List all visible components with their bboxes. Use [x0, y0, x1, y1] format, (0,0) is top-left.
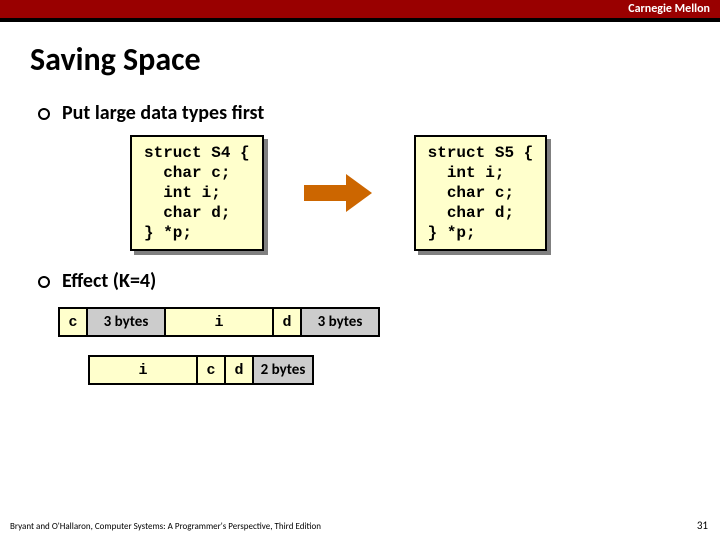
layout-cell-i: i	[164, 307, 274, 337]
code-box-right: struct S5 { int i; char c; char d; } *p;	[414, 135, 548, 251]
slide-title: Saving Space	[30, 40, 720, 79]
bullet-marker-icon	[38, 108, 50, 120]
layout-cell-d: d	[272, 307, 302, 337]
header-bar: Carnegie Mellon	[0, 0, 720, 26]
layout-cell-3-bytes: 3 bytes	[86, 307, 166, 337]
bullet-1: Put large data types first	[38, 101, 720, 125]
layout-cell-c: c	[196, 355, 226, 385]
layout-cell-3-bytes: 3 bytes	[300, 307, 380, 337]
layout-cell-i: i	[88, 355, 198, 385]
code-box-left-wrap: struct S4 { char c; int i; char d; } *p;	[130, 135, 264, 251]
code-box-right-wrap: struct S5 { int i; char c; char d; } *p;	[414, 135, 548, 251]
layout-cell-2-bytes: 2 bytes	[252, 355, 314, 385]
header-red-band	[0, 0, 720, 18]
layout-cell-d: d	[224, 355, 254, 385]
arrow-icon	[304, 174, 374, 212]
page-number: 31	[697, 519, 708, 532]
bullet-2-text: Effect (K=4)	[62, 269, 156, 293]
header-black-band	[0, 18, 720, 22]
footer-citation: Bryant and O'Hallaron, Computer Systems:…	[10, 521, 321, 532]
struct-layout-1: c3 bytesid3 bytes	[58, 307, 720, 337]
bullet-2: Effect (K=4)	[38, 269, 720, 293]
bullet-1-text: Put large data types first	[62, 101, 264, 125]
bullet-marker-icon	[38, 276, 50, 288]
code-box-left: struct S4 { char c; int i; char d; } *p;	[130, 135, 264, 251]
layout-cell-c: c	[58, 307, 88, 337]
code-comparison-row: struct S4 { char c; int i; char d; } *p;…	[130, 135, 720, 251]
struct-layout-2: icd2 bytes	[88, 355, 720, 385]
university-name: Carnegie Mellon	[628, 2, 710, 16]
